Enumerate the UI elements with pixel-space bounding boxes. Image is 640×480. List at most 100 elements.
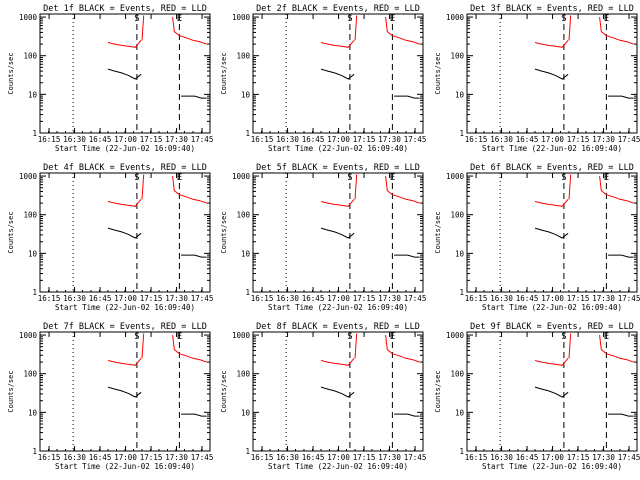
x-tick-label: 16:15: [251, 294, 274, 303]
series-lld-segment-3: [599, 17, 634, 45]
panel-title: Det 5f BLACK = Events, RED = LLD: [256, 163, 420, 173]
x-tick-label: 16:45: [516, 294, 539, 303]
x-tick-label: 16:30: [276, 453, 299, 462]
y-tick-label: 1: [32, 129, 37, 138]
x-tick-label: 17:00: [541, 135, 564, 144]
panel-title: Det 6f BLACK = Events, RED = LLD: [470, 163, 634, 173]
x-tick-label: 17:45: [191, 135, 214, 144]
series-events-segment-1: [534, 68, 569, 80]
plot-frame: [252, 13, 424, 134]
panel-title: Det 4f BLACK = Events, RED = LLD: [43, 163, 207, 173]
y-tick-label: 10: [455, 408, 465, 417]
panel-4: Det 4f BLACK = Events, RED = LLD 1 10 100 10…: [7, 163, 213, 312]
series-lld-segment-3: [385, 335, 420, 363]
x-tick-label: 17:30: [378, 453, 401, 462]
y-tick-label: 10: [455, 249, 465, 258]
y-tick-label: 1: [245, 288, 250, 297]
plot-frame: [252, 331, 424, 452]
x-tick-label: 16:45: [516, 453, 539, 462]
x-tick-label: 16:15: [38, 135, 61, 144]
series-events-segment-2: [608, 254, 634, 258]
series-events-segment-2: [394, 254, 420, 258]
marker-label-S: S: [561, 332, 566, 342]
series-lld-segment-1: [320, 39, 355, 48]
x-tick-label: 17:30: [592, 294, 615, 303]
panel-5: Det 5f BLACK = Events, RED = LLD 1 10 100 10…: [220, 163, 426, 312]
y-tick-label: 100: [236, 211, 250, 220]
marker-label-E: E: [604, 14, 609, 24]
x-axis-label: Start Time (22-Jun-02 16:09:40): [482, 303, 622, 312]
x-tick-label: 16:15: [465, 135, 488, 144]
x-tick-label: 17:30: [378, 294, 401, 303]
y-tick-label: 10: [241, 90, 251, 99]
y-tick-label: 1000: [232, 331, 251, 340]
x-tick-label: 17:00: [114, 294, 137, 303]
y-tick-label: 10: [28, 90, 38, 99]
series-lld-segment-2: [354, 333, 358, 359]
series-events-segment-2: [181, 254, 207, 258]
x-tick-label: 16:45: [89, 294, 112, 303]
x-tick-label: 17:00: [541, 294, 564, 303]
marker-label-S: S: [134, 173, 139, 183]
x-tick-label: 17:00: [327, 135, 350, 144]
series-lld-segment-2: [141, 333, 145, 359]
y-tick-label: 1: [32, 447, 37, 456]
plot-frame: [466, 13, 638, 134]
y-axis-label: Counts/sec: [434, 211, 442, 253]
x-tick-label: 17:30: [165, 453, 188, 462]
series-lld-segment-3: [172, 17, 207, 45]
series-lld-segment-1: [534, 198, 569, 207]
series-events-segment-1: [320, 68, 355, 80]
series-events-segment-1: [107, 227, 142, 239]
plot-frame: [252, 172, 424, 293]
x-tick-label: 17:15: [353, 135, 376, 144]
series-lld-segment-1: [320, 357, 355, 366]
x-tick-label: 17:45: [404, 135, 427, 144]
y-tick-label: 100: [450, 52, 464, 61]
panel-2: Det 2f BLACK = Events, RED = LLD 1 10 100 10…: [220, 4, 426, 153]
y-tick-label: 1: [245, 447, 250, 456]
x-axis-label: Start Time (22-Jun-02 16:09:40): [268, 144, 408, 153]
plot-frame: [39, 13, 211, 134]
x-tick-label: 16:15: [251, 135, 274, 144]
y-tick-label: 1: [245, 129, 250, 138]
x-tick-label: 16:30: [276, 135, 299, 144]
x-tick-label: 16:30: [63, 135, 86, 144]
marker-label-S: S: [561, 14, 566, 24]
x-tick-label: 16:15: [38, 294, 61, 303]
series-lld-segment-2: [568, 15, 572, 41]
y-axis-label: Counts/sec: [7, 52, 15, 94]
series-lld-segment-3: [599, 335, 634, 363]
series-events-segment-1: [320, 386, 355, 398]
series-events-segment-1: [534, 386, 569, 398]
marker-label-E: E: [604, 332, 609, 342]
y-tick-label: 1000: [19, 13, 38, 22]
x-tick-label: 17:45: [191, 453, 214, 462]
x-tick-label: 17:45: [404, 294, 427, 303]
y-tick-label: 1000: [232, 13, 251, 22]
series-lld-segment-1: [107, 198, 142, 207]
y-tick-label: 100: [450, 211, 464, 220]
x-tick-label: 17:30: [165, 135, 188, 144]
y-tick-label: 100: [236, 370, 250, 379]
marker-label-E: E: [177, 173, 182, 183]
y-tick-label: 100: [23, 211, 37, 220]
y-axis-label: Counts/sec: [7, 370, 15, 412]
y-tick-label: 1000: [19, 172, 38, 181]
marker-label-E: E: [390, 173, 395, 183]
series-lld-segment-3: [599, 176, 634, 204]
marker-label-S: S: [134, 14, 139, 24]
series-lld-segment-2: [141, 15, 145, 41]
series-lld-segment-2: [568, 333, 572, 359]
y-axis-label: Counts/sec: [434, 370, 442, 412]
series-events-segment-2: [181, 95, 207, 99]
y-tick-label: 100: [23, 370, 37, 379]
panel-9: Det 9f BLACK = Events, RED = LLD 1 10 100 10…: [434, 322, 640, 471]
x-tick-label: 17:30: [165, 294, 188, 303]
x-tick-label: 16:45: [302, 294, 325, 303]
x-axis-label: Start Time (22-Jun-02 16:09:40): [482, 462, 622, 471]
y-tick-label: 10: [28, 408, 38, 417]
plot-frame: [39, 331, 211, 452]
x-axis-label: Start Time (22-Jun-02 16:09:40): [482, 144, 622, 153]
